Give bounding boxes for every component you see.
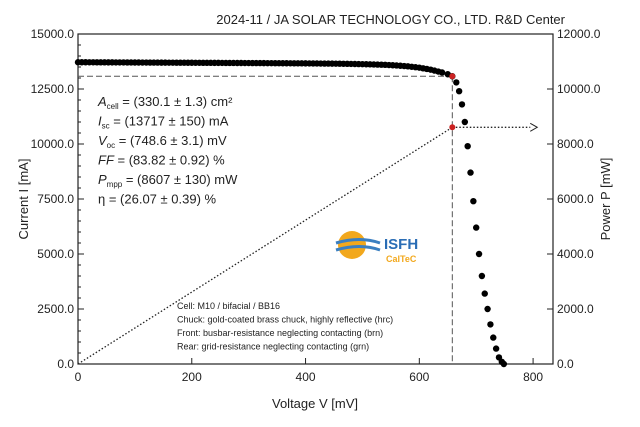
parameter-line: Isc = (13717 ± 150) mA [98,114,229,131]
power-curve [77,126,453,365]
iv-point [490,334,497,341]
iv-point [455,88,463,95]
chart-title: 2024-11 / JA SOLAR TECHNOLOGY CO., LTD. … [216,12,565,27]
x-tick-label: 400 [296,370,316,384]
y2-tick-label: 4000.0 [557,247,594,261]
iv-point [461,118,469,126]
iv-point [481,290,488,297]
y2-tick-label: 12000.0 [557,27,601,41]
note-line: Front: busbar-resistance neglecting cont… [177,328,383,338]
parameter-line: FF = (83.82 ± 0.92) % [98,153,225,168]
mpp-iv-marker [449,73,456,80]
arrow-head-icon [529,122,539,132]
iv-point [478,272,486,280]
note-line: Rear: grid-resistance neglecting contact… [177,342,369,352]
y2-tick-label: 0.0 [557,357,574,371]
logo-text: ISFH [384,236,418,253]
iv-point [487,321,494,328]
iv-point [464,143,471,150]
y-tick-label: 0.0 [57,357,74,371]
x-tick-label: 200 [182,370,202,384]
y-tick-label: 10000.0 [31,137,75,151]
y-tick-label: 2500.0 [37,302,74,316]
y2-tick-label: 6000.0 [557,192,594,206]
parameter-line: Pmpp = (8607 ± 130) mW [98,172,238,189]
y-tick-label: 12500.0 [31,82,75,96]
parameter-line: Voc = (748.6 ± 3.1) mV [98,133,227,150]
y-tick-label: 15000.0 [31,27,75,41]
iv-point [438,69,446,76]
x-axis-label: Voltage V [mV] [272,396,358,411]
logo-subtext: CalTeC [386,254,417,264]
iv-point [470,198,477,205]
logo-sun [338,231,366,259]
y-axis-label: Current I [mA] [16,159,31,240]
note-line: Chuck: gold-coated brass chuck, highly r… [177,315,393,325]
y2-tick-label: 8000.0 [557,137,594,151]
y2-tick-label: 10000.0 [557,82,601,96]
iv-point [458,101,466,108]
y2-axis-label: Power P [mW] [598,158,613,241]
y-tick-label: 7500.0 [37,192,74,206]
iv-point [473,224,480,231]
isfh-logo: ISFH CalTeC [335,231,418,264]
parameter-line: Acell = (330.1 ± 1.3) cm² [97,94,233,111]
iv-point [492,345,500,352]
iv-point [475,250,483,258]
iv-point [484,305,491,313]
y2-tick-label: 2000.0 [557,302,594,316]
note-line: Cell: M10 / bifacial / BB16 [177,301,280,311]
mpp-power-marker [449,124,456,131]
y-tick-label: 5000.0 [37,247,74,261]
x-tick-label: 800 [523,370,543,384]
x-tick-label: 0 [75,370,82,384]
iv-point [467,169,474,176]
x-tick-label: 600 [409,370,429,384]
iv-point [500,360,508,368]
iv-point [453,79,460,86]
parameter-line: η = (26.07 ± 0.39) % [98,192,217,207]
